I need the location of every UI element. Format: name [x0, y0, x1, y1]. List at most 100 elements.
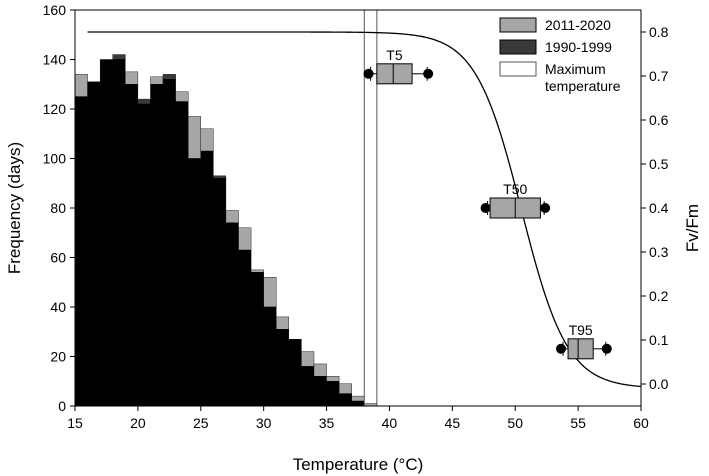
x-axis: 15 20 25 30 35 40 45 50 55 60	[67, 406, 649, 431]
y-axis-right: 0.0 0.1 0.2 0.3 0.4 0.5 0.6 0.7 0.8	[641, 24, 669, 392]
bar-overlap-31.5	[276, 329, 290, 407]
y-tick-label: 20	[50, 349, 66, 365]
x-tick-label: 35	[319, 415, 335, 431]
x-tick-label: 45	[445, 415, 461, 431]
bar-upper-22.5	[162, 74, 176, 80]
bar-overlap-36.5	[338, 393, 352, 407]
legend-swatch-1	[499, 17, 537, 33]
legend-label-line: 2011-2020	[545, 17, 611, 33]
bar-upper-26.5	[213, 175, 227, 179]
bar-overlap-35.5	[326, 381, 340, 407]
outlier-point	[423, 68, 434, 79]
legend: 2011-2020 1990-1999 Maximum temperature	[499, 17, 621, 94]
bar-upper-23.5	[175, 91, 189, 102]
bar-overlap-37.5	[351, 400, 365, 407]
box	[567, 338, 594, 360]
bar-overlap-23.5	[175, 101, 189, 407]
y-tick-label: 140	[43, 52, 67, 68]
y2-tick-label: 0.3	[649, 244, 669, 260]
y-tick-label: 160	[43, 2, 67, 18]
bar-overlap-33.5	[301, 366, 315, 407]
bar-overlap-34.5	[313, 376, 327, 407]
x-tick-label: 20	[130, 415, 146, 431]
boxplot-label: T50	[503, 181, 527, 197]
bar-upper-15.5	[74, 74, 88, 97]
box	[376, 63, 413, 85]
x-tick-label: 60	[633, 415, 649, 431]
x-tick-label: 15	[67, 415, 83, 431]
histogram-bars	[74, 54, 378, 407]
bar-overlap-29.5	[250, 272, 264, 407]
y-axis-left: 0 20 40 60 80 100 120 140 160	[43, 2, 75, 414]
boxplot-label: T95	[569, 322, 593, 338]
legend-label-line: Maximum	[545, 61, 606, 77]
legend-swatch-2	[499, 39, 537, 55]
legend-label-3: Maximum temperature	[545, 61, 621, 94]
bar-overlap-18.5	[112, 59, 126, 407]
y2-tick-label: 0.1	[649, 332, 669, 348]
outlier-point	[540, 203, 551, 213]
bar-upper-35.5	[326, 376, 340, 382]
bar-overlap-30.5	[263, 306, 277, 407]
bar-upper-37.5	[351, 395, 365, 402]
bar-upper-33.5	[301, 351, 315, 367]
y-tick-label: 100	[43, 151, 67, 167]
y2-tick-label: 0.5	[649, 156, 669, 172]
bar-upper-25.5	[200, 128, 214, 152]
y-tick-label: 120	[43, 101, 67, 117]
bar-overlap-26.5	[213, 178, 227, 407]
boxplot-t5: T5	[363, 47, 434, 85]
bar-overlap-20.5	[137, 103, 151, 407]
x-tick-label: 25	[193, 415, 209, 431]
y2-tick-label: 0.7	[649, 68, 669, 84]
boxplot-label: T5	[386, 47, 403, 63]
y2-tick-label: 0.6	[649, 112, 669, 128]
bar-overlap-32.5	[288, 338, 302, 407]
x-tick-label: 50	[507, 415, 523, 431]
legend-label-1: 2011-2020	[545, 17, 611, 33]
y2-tick-label: 0.8	[649, 24, 669, 40]
bar-overlap-27.5	[225, 222, 239, 407]
y-axis-label: Frequency (days)	[5, 142, 24, 274]
bar-overlap-25.5	[200, 150, 214, 407]
bar-overlap-22.5	[162, 79, 176, 407]
bar-upper-20.5	[137, 98, 151, 105]
y2-axis-label: Fv/Fm	[683, 204, 702, 252]
legend-label-line: 1990-1999	[545, 39, 612, 55]
bar-upper-34.5	[313, 363, 327, 377]
bar-overlap-16.5	[87, 81, 101, 407]
y-tick-label: 60	[50, 250, 66, 266]
bar-upper-19.5	[125, 71, 139, 85]
boxplot-t50: T50	[480, 181, 551, 219]
outlier-point	[556, 343, 567, 354]
x-tick-label: 30	[256, 415, 272, 431]
fvfm-curve	[87, 31, 642, 388]
bar-upper-24.5	[187, 116, 201, 159]
bar-overlap-15.5	[74, 96, 88, 407]
legend-label-2: 1990-1999	[545, 39, 612, 55]
outlier-point	[363, 68, 374, 79]
x-tick-label: 55	[570, 415, 586, 431]
legend-label-line: temperature	[545, 78, 621, 94]
bar-upper-31.5	[276, 316, 290, 330]
outlier-point	[480, 203, 491, 213]
bar-upper-18.5	[112, 54, 126, 60]
x-tick-label: 40	[382, 415, 398, 431]
legend-swatch-3	[499, 61, 537, 77]
bar-overlap-21.5	[150, 84, 164, 407]
y2-tick-label: 0.0	[649, 376, 669, 392]
bar-upper-29.5	[250, 269, 264, 273]
outlier-point	[601, 343, 612, 354]
bar-upper-30.5	[263, 277, 277, 308]
bar-upper-36.5	[338, 383, 352, 394]
y2-tick-label: 0.4	[649, 200, 669, 216]
x-axis-label: Temperature (°C)	[293, 455, 424, 474]
boxplots: T5 T50 T95	[363, 47, 612, 360]
y2-tick-label: 0.2	[649, 288, 669, 304]
bar-overlap-17.5	[99, 59, 113, 407]
bar-upper-21.5	[150, 76, 164, 85]
bar-overlap-28.5	[238, 249, 252, 407]
bar-overlap-24.5	[187, 158, 201, 407]
y-tick-label: 40	[50, 299, 66, 315]
